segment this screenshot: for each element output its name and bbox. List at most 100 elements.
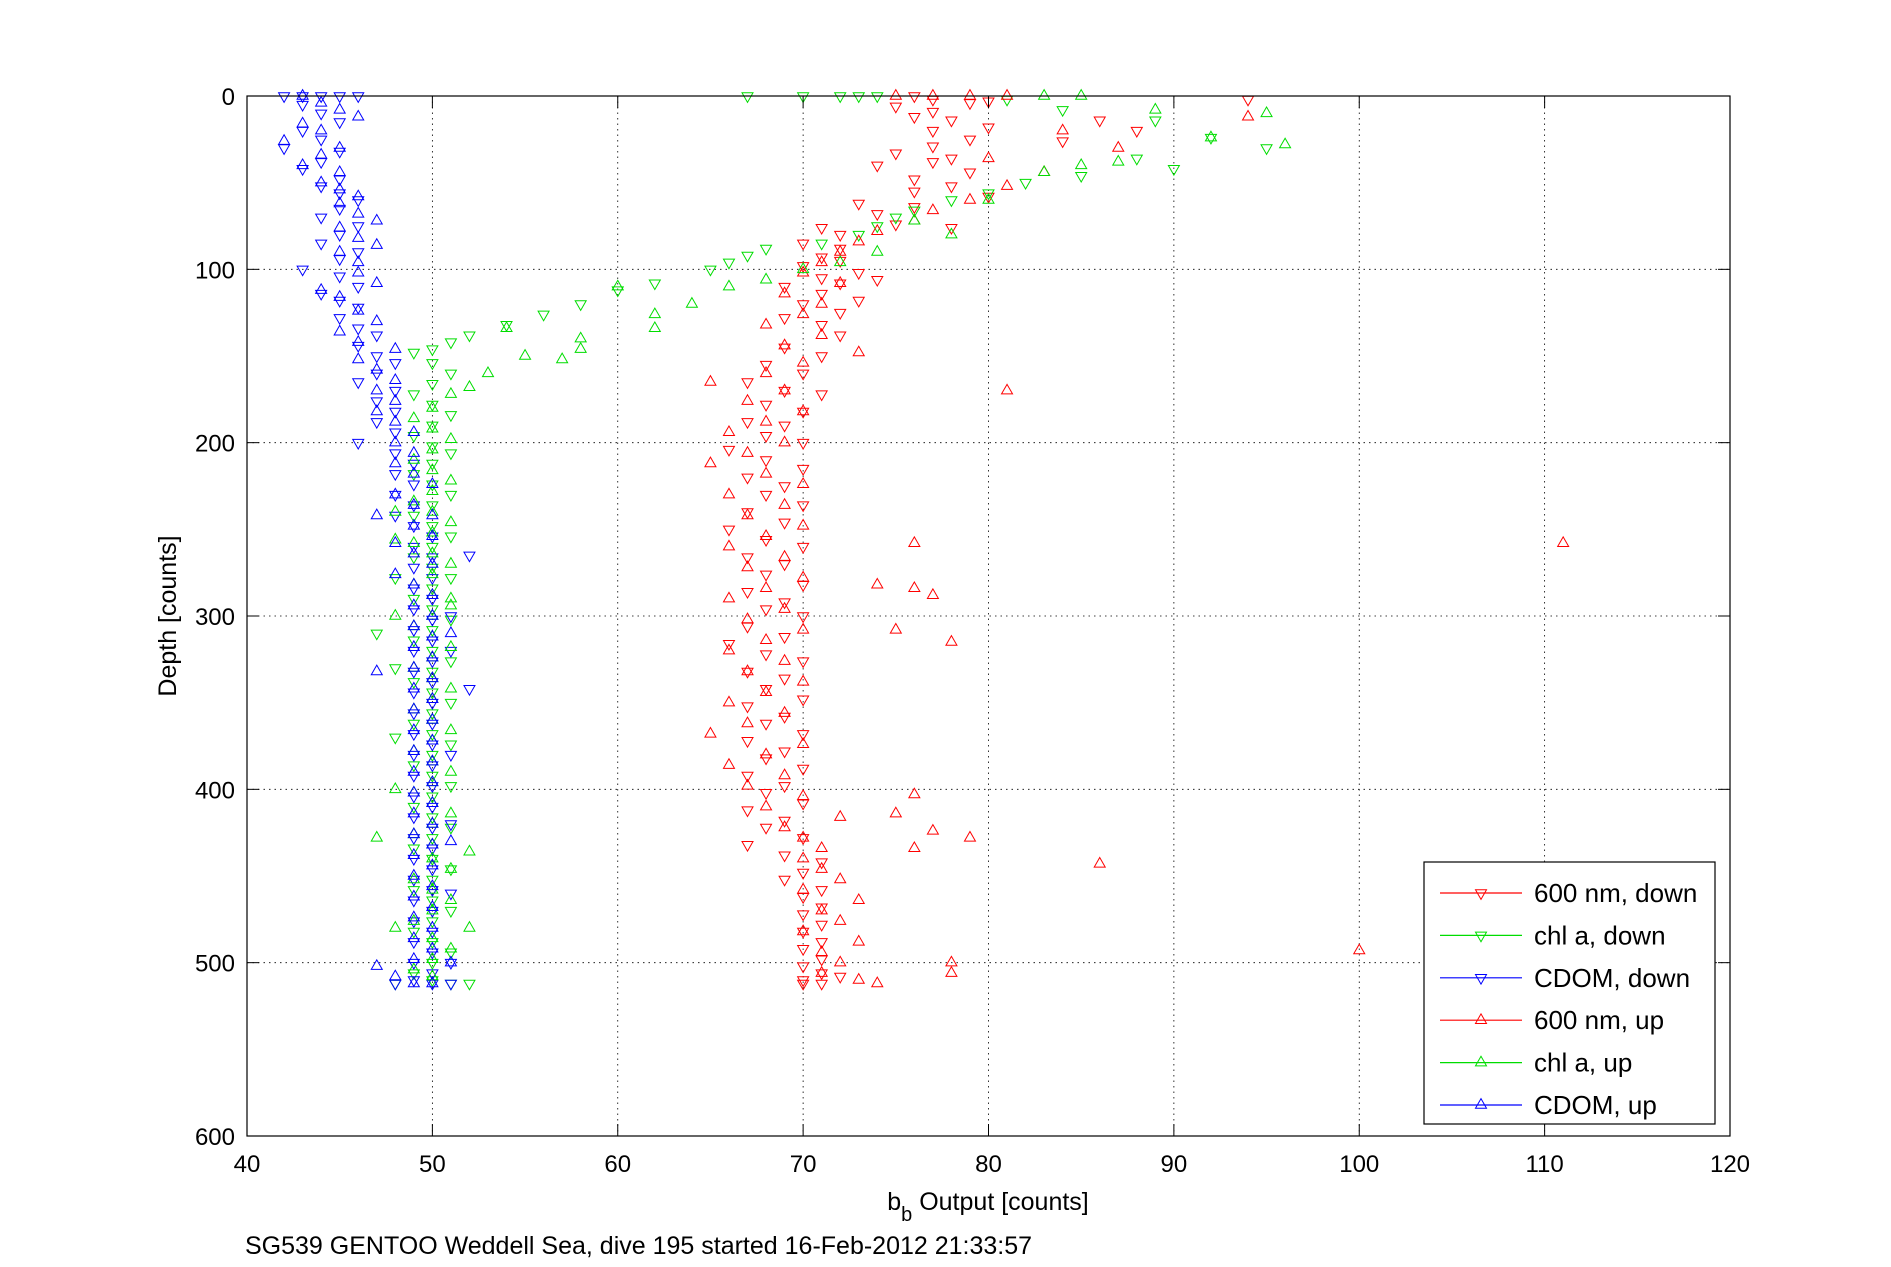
data-point (444, 473, 458, 485)
data-point (407, 542, 421, 554)
data-point (815, 239, 829, 251)
data-point (815, 352, 829, 364)
x-tick-label: 110 (1525, 1151, 1563, 1178)
data-point (1111, 140, 1125, 152)
data-point (388, 470, 402, 482)
data-point (796, 730, 810, 742)
data-point (407, 730, 421, 742)
data-point (444, 782, 458, 794)
data-point (407, 976, 421, 988)
data-point (852, 934, 866, 946)
data-point (870, 976, 884, 988)
data-point (333, 140, 347, 152)
data-point (407, 771, 421, 783)
data-point (407, 931, 421, 943)
data-point (407, 913, 421, 925)
data-point (426, 691, 439, 703)
data-point (815, 969, 829, 981)
data-point (815, 840, 829, 853)
data-point (759, 466, 773, 478)
data-point (907, 535, 921, 547)
data-point (982, 189, 995, 201)
data-point (388, 435, 402, 447)
data-point (444, 591, 458, 603)
data-point (778, 435, 791, 447)
data-point (407, 938, 421, 950)
data-point (463, 379, 476, 391)
data-point (444, 598, 458, 610)
data-point (296, 265, 309, 277)
data-point (388, 428, 402, 440)
data-point (481, 366, 495, 378)
data-point (1130, 154, 1144, 166)
data-point (963, 135, 977, 147)
data-point (426, 421, 439, 433)
data-point (407, 452, 421, 464)
data-point (426, 858, 439, 870)
data-point (407, 522, 421, 534)
data-point (388, 574, 402, 586)
axis-ticks (246, 95, 1731, 1137)
data-point (444, 612, 458, 624)
data-point (759, 272, 773, 284)
data-point (741, 587, 754, 600)
data-point (407, 411, 421, 423)
data-point (833, 308, 847, 320)
data-point (796, 924, 810, 936)
data-point (426, 608, 439, 620)
data-point (444, 806, 458, 818)
data-point (444, 979, 458, 991)
data-point (833, 809, 847, 821)
data-point (333, 147, 347, 159)
data-point (407, 390, 421, 402)
data-points (277, 88, 1570, 991)
data-point (648, 320, 662, 333)
data-point (426, 442, 439, 454)
data-point (796, 464, 810, 476)
data-point (407, 431, 421, 444)
data-point (370, 508, 384, 520)
data-point (426, 657, 439, 669)
data-point (370, 369, 384, 381)
data-point (889, 88, 903, 100)
data-point (852, 234, 866, 246)
data-point (796, 764, 810, 776)
data-point (611, 286, 625, 298)
data-point (945, 116, 958, 128)
data-point (426, 553, 439, 565)
data-point (778, 286, 791, 298)
data-point (759, 456, 773, 468)
data-point (741, 612, 754, 624)
data-point (741, 508, 754, 520)
figure-caption: SG539 GENTOO Weddell Sea, dive 195 start… (245, 1232, 1032, 1260)
data-point (648, 279, 662, 291)
data-point (574, 300, 588, 312)
data-point (444, 411, 458, 423)
data-point (426, 899, 439, 911)
data-point (518, 348, 532, 360)
data-point (426, 574, 439, 586)
data-point (407, 834, 421, 846)
data-point (388, 407, 402, 419)
data-point (370, 383, 384, 395)
data-point (815, 253, 829, 265)
data-point (741, 418, 754, 430)
data-point (815, 390, 829, 402)
data-point (704, 265, 717, 277)
data-point (407, 847, 421, 859)
data-point (407, 750, 421, 762)
data-point (833, 92, 847, 104)
legend-label: 600 nm, down (1534, 878, 1697, 908)
y-tick-label: 500 (195, 951, 235, 978)
data-point (778, 497, 791, 509)
data-point (907, 206, 921, 218)
data-point (407, 497, 421, 509)
data-point (426, 879, 439, 891)
data-point (778, 747, 791, 759)
data-point (796, 518, 810, 530)
data-point (945, 634, 958, 646)
data-point (426, 882, 439, 894)
data-point (351, 378, 365, 390)
data-point (426, 615, 439, 627)
data-point (426, 906, 439, 918)
